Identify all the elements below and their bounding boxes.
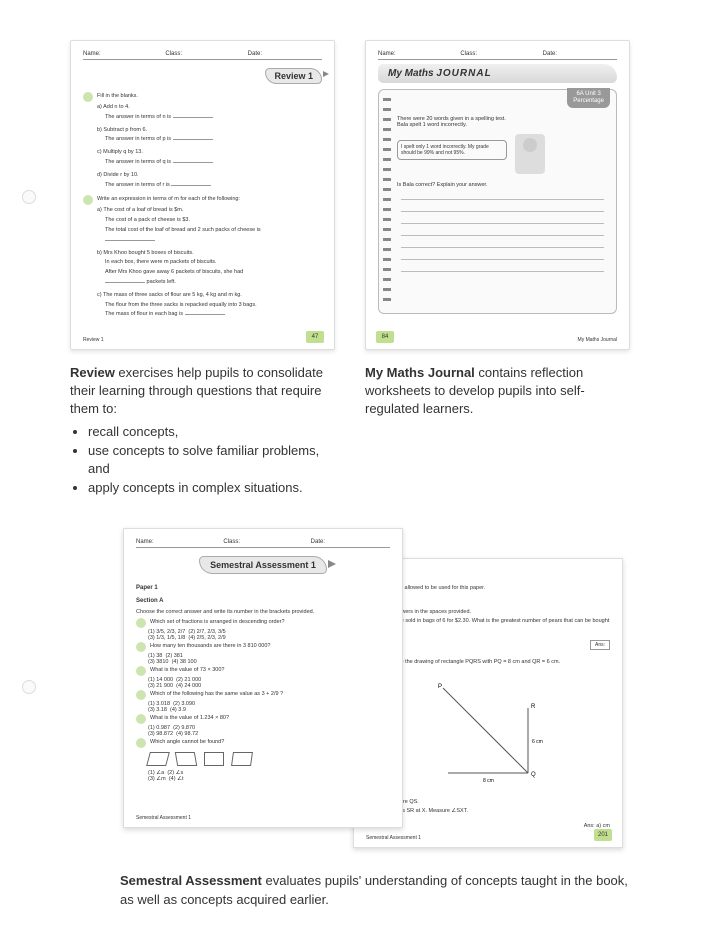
review-body: Fill in the blanks. a) Add n to 4. The a… [83, 92, 322, 319]
assess-body-1: Paper 1 Section A Choose the correct ans… [136, 584, 390, 781]
review-bold: Review [70, 365, 115, 380]
svg-text:Q: Q [531, 772, 536, 778]
journal-description: My Maths Journal contains reflection wor… [365, 364, 630, 419]
review-thumbnail: Name: Class: Date: Review 1 Fill in the … [70, 40, 335, 350]
footer-label: Review 1 [83, 337, 104, 343]
unit-badge: 6A Unit 3 Percentage [567, 88, 610, 108]
svg-text:R: R [531, 704, 536, 710]
review-banner: Review 1 [265, 68, 322, 84]
bulb-icon [136, 666, 146, 676]
notebook: 6A Unit 3 Percentage There were 20 words… [378, 89, 617, 314]
page-number: 201 [594, 829, 612, 841]
bulb-icon [136, 642, 146, 652]
angle-shapes [148, 752, 390, 766]
bulb-icon [83, 195, 93, 205]
journal-bold: My Maths Journal [365, 365, 475, 380]
page-container: Name: Class: Date: Review 1 Fill in the … [0, 0, 726, 939]
assessment-page-1: Name: Class: Date: Semestral Assessment … [123, 528, 403, 828]
top-row: Name: Class: Date: Review 1 Fill in the … [70, 40, 676, 498]
bulb-icon [83, 92, 93, 102]
bullet: recall concepts, [88, 423, 335, 441]
journal-thumbnail: Name: Class: Date: My Maths JOURNAL 6A U… [365, 40, 630, 350]
worksheet-header: Name: Class: Date: [136, 539, 390, 548]
page-number: 47 [306, 331, 324, 343]
boy-illustration [515, 134, 545, 174]
svg-text:P: P [438, 684, 442, 690]
assessment-description: Semestral Assessment evaluates pupils' u… [120, 872, 636, 908]
binder-hole [22, 190, 36, 204]
review-column: Name: Class: Date: Review 1 Fill in the … [70, 40, 335, 498]
footer-label: Semestral Assessment 1 [366, 835, 421, 841]
worksheet-header: Name: Class: Date: [83, 51, 322, 60]
class-field: Class: [165, 51, 239, 57]
journal-banner: My Maths JOURNAL [378, 64, 617, 83]
speech-bubble: I spelt only 1 word incorrectly. My grad… [397, 140, 507, 160]
footer-label: Semestral Assessment 1 [136, 815, 191, 821]
journal-column: Name: Class: Date: My Maths JOURNAL 6A U… [365, 40, 630, 498]
binder-hole [22, 680, 36, 694]
name-field: Name: [83, 51, 157, 57]
footer-label: My Maths Journal [578, 337, 617, 343]
worksheet-header: Name: Class: Date: [378, 51, 617, 60]
review-description: Review exercises help pupils to consolid… [70, 364, 335, 497]
bullet: use concepts to solve familiar problems,… [88, 442, 335, 478]
page-number: 84 [376, 331, 394, 343]
bulb-icon [136, 714, 146, 724]
journal-content: There were 20 words given in a spelling … [397, 116, 608, 272]
bulb-icon [136, 618, 146, 628]
bulb-icon [136, 738, 146, 748]
bullet: apply concepts in complex situations. [88, 479, 335, 497]
semestral-banner: Semestral Assessment 1 [199, 556, 327, 574]
assess-bold: Semestral Assessment [120, 873, 262, 888]
svg-text:8 cm: 8 cm [483, 778, 494, 784]
date-field: Date: [248, 51, 322, 57]
svg-text:6 cm: 6 cm [532, 739, 543, 745]
assessment-wrap: Name: Class: Date: Semestral Assessment … [123, 528, 623, 858]
bulb-icon [136, 690, 146, 700]
triangle-diagram: P Q R 6 cm 8 cm [428, 678, 548, 788]
